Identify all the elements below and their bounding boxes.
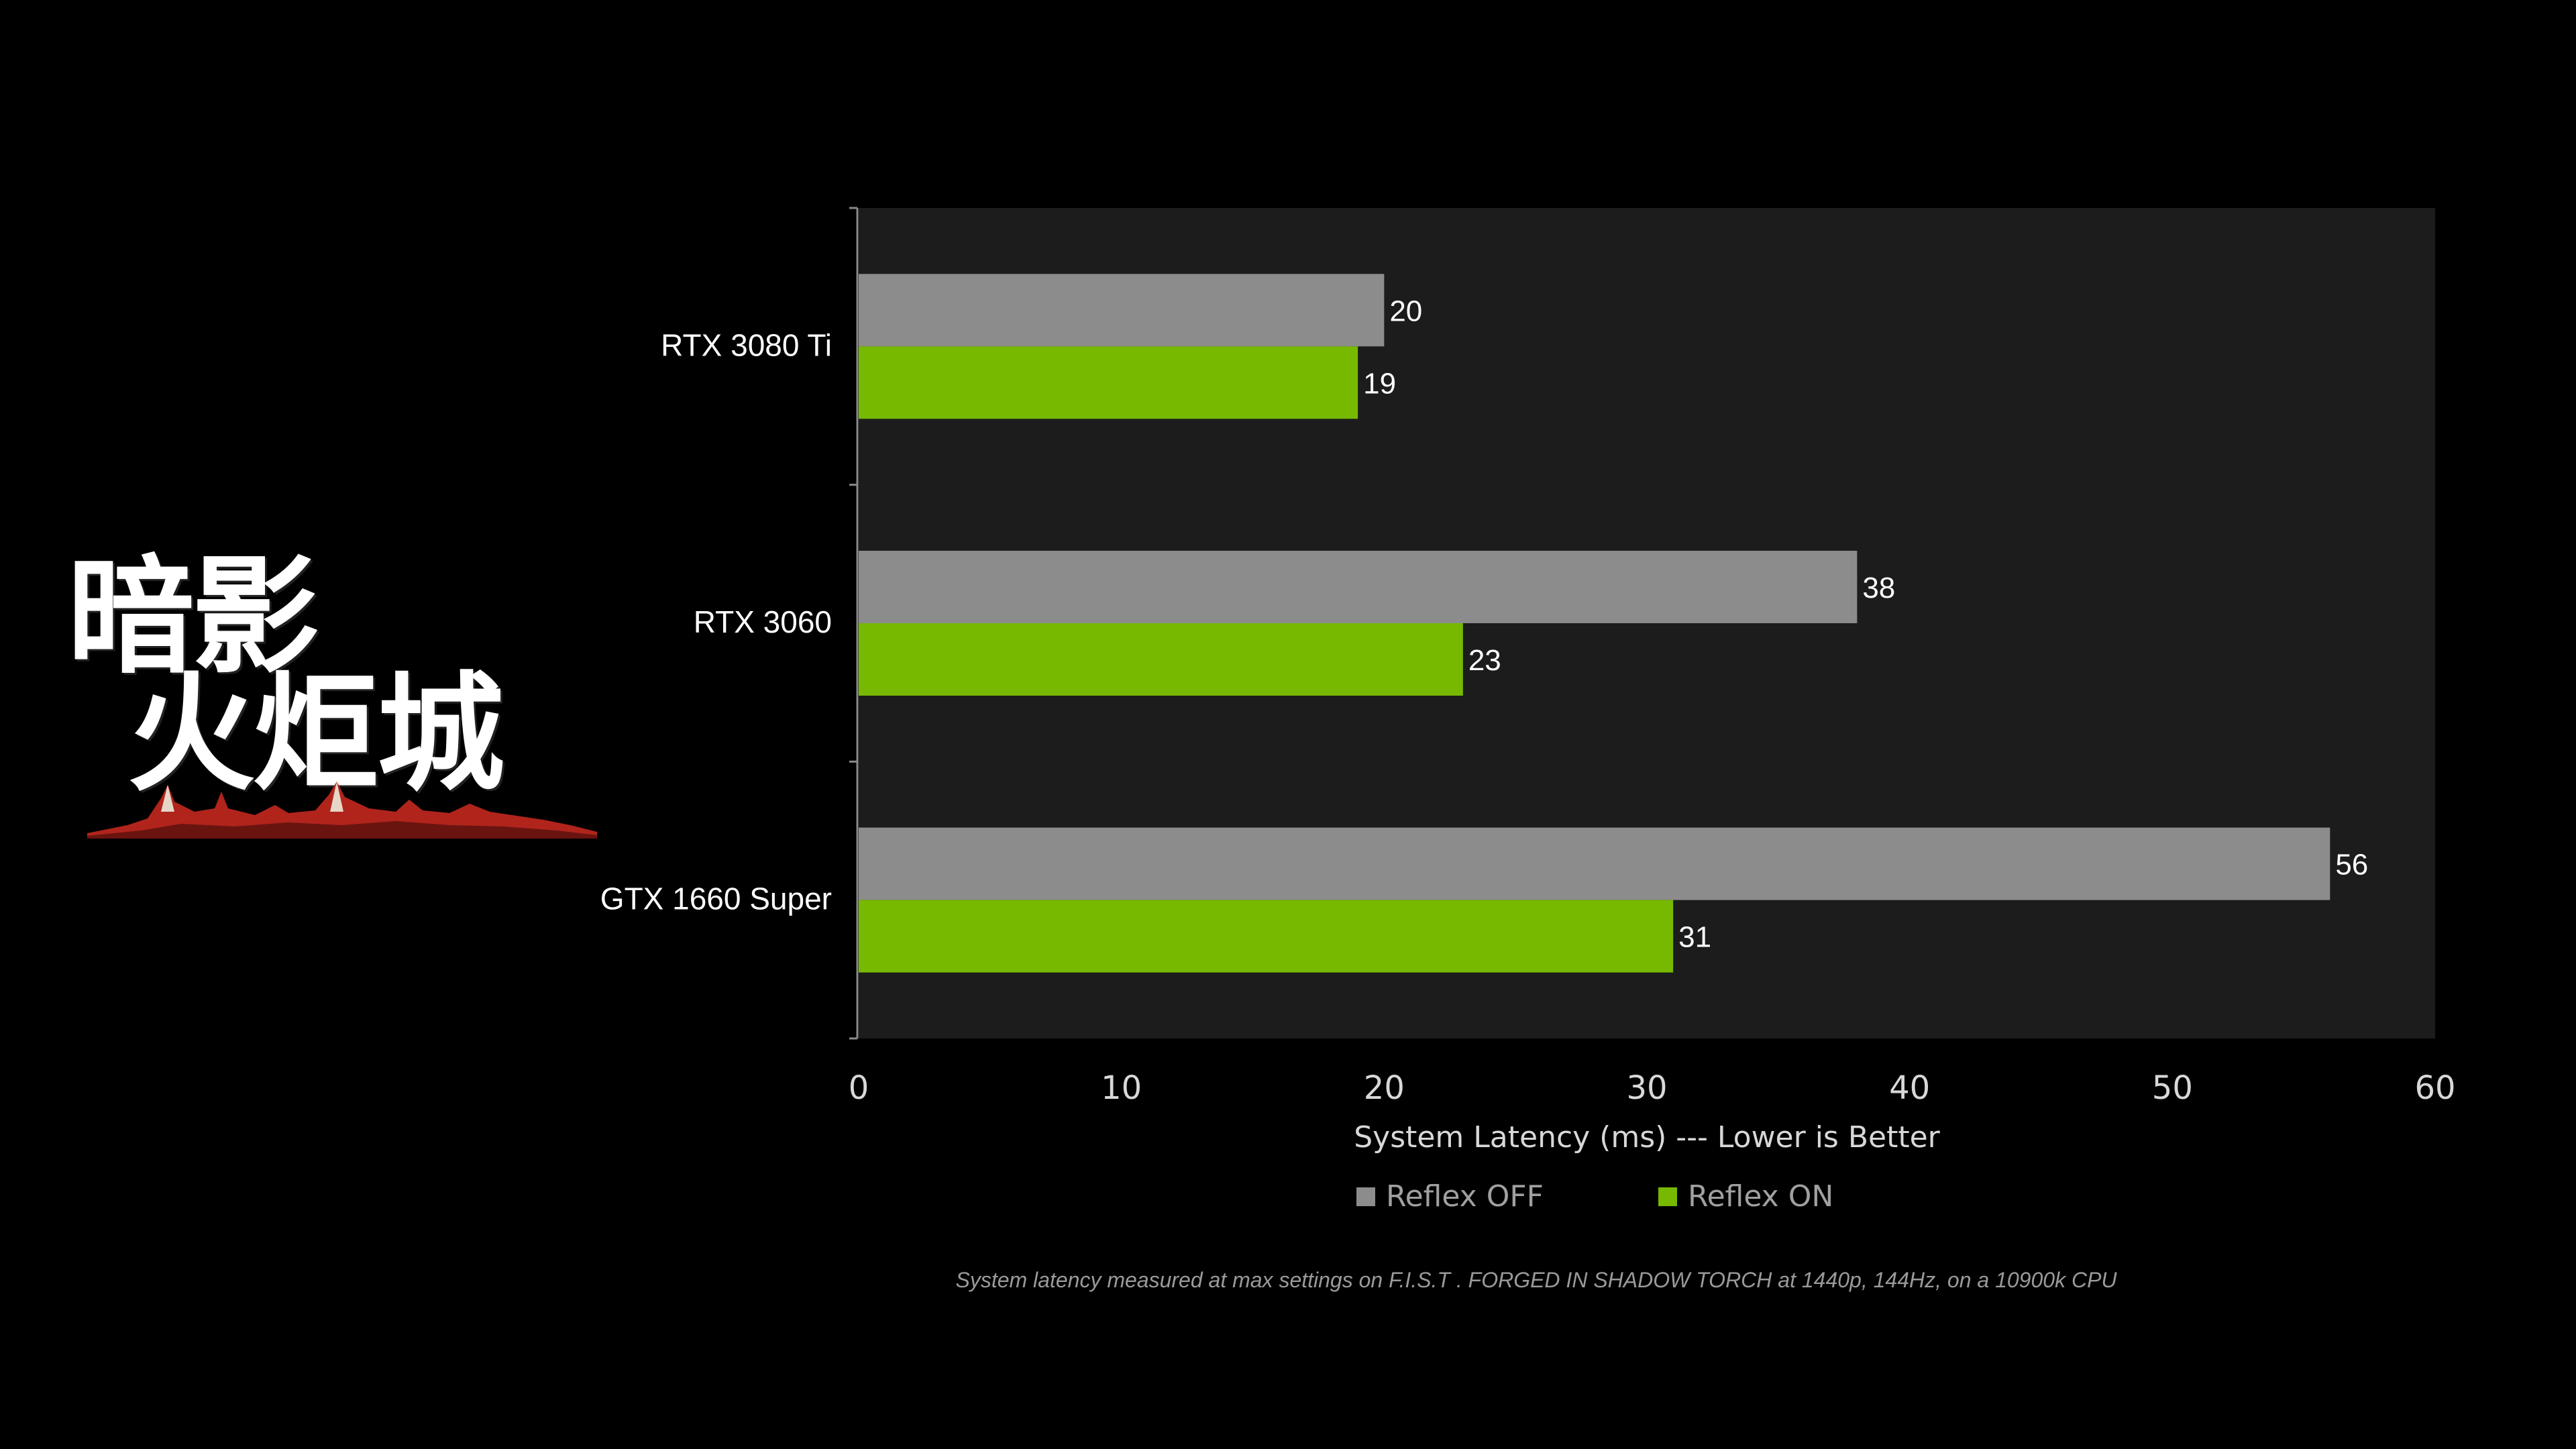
- bar-reflex-off: [859, 551, 1858, 623]
- legend-swatch-reflex-off: [1356, 1187, 1375, 1206]
- x-tick-label: 10: [1101, 1069, 1142, 1107]
- bar-reflex-off: [859, 827, 2330, 900]
- data-label: 56: [2335, 849, 2368, 881]
- footnote: System latency measured at max settings …: [955, 1268, 2117, 1292]
- x-tick-label: 50: [2152, 1069, 2193, 1107]
- legend-label-reflex-off: Reflex OFF: [1386, 1179, 1544, 1214]
- logo-line-1: 暗影: [67, 543, 319, 691]
- x-tick-label: 60: [2414, 1069, 2455, 1107]
- category-label: RTX 3060: [694, 604, 832, 639]
- logo-line-2: 火炬城: [127, 660, 504, 808]
- x-tick-label: 30: [1626, 1069, 1667, 1107]
- game-logo: 暗影 火炬城: [67, 543, 597, 845]
- category-label: GTX 1660 Super: [600, 881, 832, 916]
- logo-skyline-graphic: [87, 782, 597, 839]
- data-label: 38: [1862, 572, 1895, 604]
- data-label: 19: [1363, 367, 1396, 400]
- bar-reflex-on: [859, 346, 1358, 419]
- data-label: 23: [1468, 644, 1501, 677]
- x-tick-label: 20: [1364, 1069, 1405, 1107]
- bar-reflex-on: [859, 623, 1463, 696]
- legend-swatch-reflex-on: [1658, 1187, 1677, 1206]
- category-label: RTX 3080 Ti: [661, 327, 832, 362]
- data-label: 31: [1678, 921, 1711, 954]
- x-tick-label: 0: [849, 1069, 869, 1107]
- x-axis-title: System Latency (ms) --- Lower is Better: [1354, 1120, 1940, 1155]
- data-label: 20: [1389, 294, 1422, 327]
- legend-label-reflex-on: Reflex ON: [1688, 1179, 1833, 1214]
- x-tick-label: 40: [1889, 1069, 1930, 1107]
- bar-reflex-on: [859, 900, 1674, 973]
- bar-reflex-off: [859, 274, 1385, 347]
